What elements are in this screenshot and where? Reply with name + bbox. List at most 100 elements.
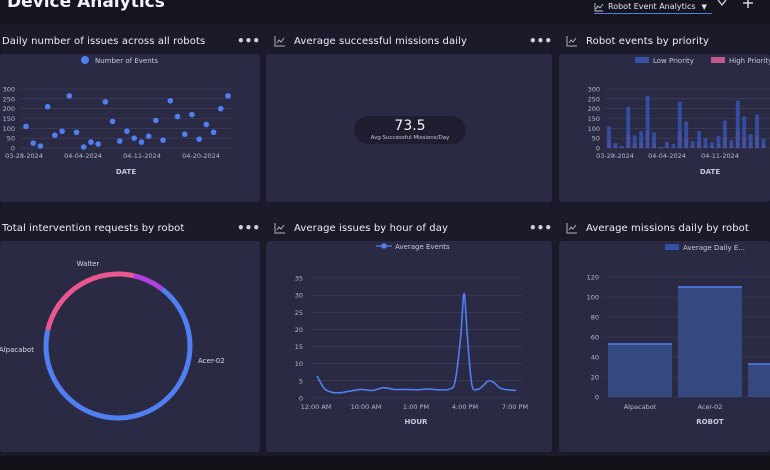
bar-low bbox=[755, 114, 759, 148]
plus-icon[interactable] bbox=[742, 0, 754, 12]
bar-chart-priority: Low Priority High Priority 0 50 100 150 200 250… bbox=[588, 57, 770, 176]
legend-swatch bbox=[381, 243, 387, 249]
panel-title: Average issues by hour of day bbox=[294, 222, 448, 234]
legend-swatch bbox=[81, 56, 89, 64]
y-tick-label: 40 bbox=[591, 354, 599, 362]
more-options-icon[interactable]: ••• bbox=[529, 34, 553, 48]
slice-label: Alpacabot bbox=[0, 346, 34, 354]
bar-low bbox=[697, 131, 702, 148]
y-tick-label: 30 bbox=[295, 292, 303, 300]
scatter-point bbox=[203, 121, 210, 128]
scatter-point bbox=[210, 129, 217, 136]
line-chart-icon bbox=[274, 222, 286, 234]
scatter-point bbox=[23, 123, 29, 130]
y-tick-label: 25 bbox=[295, 309, 303, 317]
donut-slice bbox=[133, 273, 164, 292]
card-issues-hour: Average Events 0 5 10 15 20 25 30 35 12:00 AM 10:0… bbox=[266, 241, 552, 452]
panel-title: Total intervention requests by robot bbox=[2, 222, 185, 234]
y-tick-label: 300 bbox=[588, 86, 600, 94]
line-chart: Average Events 0 5 10 15 20 25 30 35 12:00 AM 10:0… bbox=[295, 243, 528, 426]
bar bbox=[678, 287, 742, 397]
scatter-point bbox=[160, 137, 166, 143]
y-tick-label: 50 bbox=[7, 135, 15, 143]
bar-low bbox=[748, 134, 753, 148]
more-options-icon[interactable]: ••• bbox=[237, 34, 261, 48]
scatter-point bbox=[52, 132, 58, 139]
stat-pill: 73.5 Avg Successful Missions/Day bbox=[354, 116, 466, 144]
x-tick-label: 4:00 PM bbox=[452, 403, 478, 411]
panel-header-avg-missions: Average successful missions daily bbox=[274, 27, 467, 55]
y-tick-label: 100 bbox=[3, 125, 15, 133]
y-tick-label: 300 bbox=[3, 86, 15, 94]
y-tick-label: 20 bbox=[295, 326, 303, 334]
more-options-icon[interactable]: ••• bbox=[529, 221, 553, 235]
legend-label: Number of Events bbox=[95, 57, 158, 65]
bar-low bbox=[626, 106, 631, 148]
legend-swatch bbox=[635, 57, 649, 63]
y-tick-label: 0 bbox=[299, 395, 303, 403]
line-chart-icon bbox=[566, 222, 578, 234]
legend-label: High Priority bbox=[729, 57, 770, 65]
card-events-priority: Low Priority High Priority 0 50 100 150 200 250… bbox=[559, 54, 770, 202]
legend-swatch bbox=[711, 57, 725, 63]
x-tick-label: 04-20-2024 bbox=[182, 152, 220, 160]
card-daily-issues: Number of Events 0 50 100 150 200 250 300 03-28-… bbox=[0, 54, 260, 202]
donut-chart: Acer-02 Alpacabot Walter bbox=[0, 260, 225, 421]
y-tick-label: 150 bbox=[588, 115, 600, 123]
bar-chart-robots: Average Daily E... 0 20 40 60 80 100 120 Alpacab… bbox=[587, 244, 770, 426]
chevron-down-icon[interactable] bbox=[716, 0, 728, 12]
y-tick-label: 120 bbox=[587, 274, 599, 282]
scatter-point bbox=[124, 128, 130, 135]
panel-header-daily-issues: Daily number of issues across all robots bbox=[2, 27, 205, 55]
bar-low bbox=[652, 132, 656, 148]
legend-swatch bbox=[665, 244, 679, 250]
scatter-point bbox=[95, 141, 101, 147]
scatter-point bbox=[145, 133, 152, 139]
bar-low bbox=[742, 116, 747, 148]
bar bbox=[748, 364, 770, 397]
panel-title: Daily number of issues across all robots bbox=[2, 35, 206, 47]
scatter-point bbox=[138, 139, 145, 145]
scatter-point bbox=[174, 113, 181, 120]
y-tick-label: 100 bbox=[588, 125, 600, 133]
scatter-point bbox=[30, 140, 37, 146]
line-chart-icon bbox=[594, 2, 604, 12]
donut-slice bbox=[45, 271, 135, 331]
scatter-point bbox=[131, 135, 138, 141]
y-tick-label: 10 bbox=[295, 360, 303, 368]
legend-label: Low Priority bbox=[653, 57, 694, 65]
bar-low bbox=[690, 141, 695, 148]
card-avg-missions: 73.5 Avg Successful Missions/Day bbox=[266, 54, 552, 202]
bar-low bbox=[761, 139, 766, 148]
y-tick-label: 200 bbox=[588, 105, 600, 113]
bar-low bbox=[664, 142, 669, 148]
stat-caption: Avg Successful Missions/Day bbox=[370, 134, 450, 141]
bottom-strip bbox=[0, 456, 770, 470]
bar-low bbox=[677, 101, 682, 148]
bar-low bbox=[729, 140, 734, 148]
panel-header-issues-hour: Average issues by hour of day bbox=[274, 214, 448, 242]
bar-low bbox=[671, 144, 676, 148]
series-line bbox=[316, 292, 517, 394]
y-tick-label: 250 bbox=[3, 95, 15, 103]
bar-low bbox=[619, 146, 624, 148]
x-tick-label: 04-11-2024 bbox=[123, 152, 161, 160]
y-tick-label: 80 bbox=[591, 314, 599, 322]
bar-low bbox=[645, 95, 650, 148]
more-options-icon[interactable]: ••• bbox=[237, 221, 261, 235]
x-tick-label: 7:00 PM bbox=[502, 403, 528, 411]
x-axis-label: DATE bbox=[116, 168, 136, 176]
scatter-point bbox=[88, 139, 94, 145]
x-tick-label: Acer-02 bbox=[698, 403, 723, 411]
x-tick-label: Alpacabot bbox=[624, 403, 657, 411]
panel-header-events-priority: Robot events by priority bbox=[566, 27, 709, 55]
y-tick-label: 5 bbox=[299, 377, 303, 385]
y-tick-label: 250 bbox=[588, 95, 600, 103]
scatter-point bbox=[116, 138, 123, 144]
bar-low bbox=[658, 147, 663, 148]
dashboard-select[interactable]: Robot Event Analytics ▼ bbox=[594, 0, 712, 14]
card-interventions: Acer-02 Alpacabot Walter bbox=[0, 241, 260, 452]
x-tick-label: 12:00 AM bbox=[301, 403, 332, 411]
x-axis-label: HOUR bbox=[405, 418, 428, 426]
